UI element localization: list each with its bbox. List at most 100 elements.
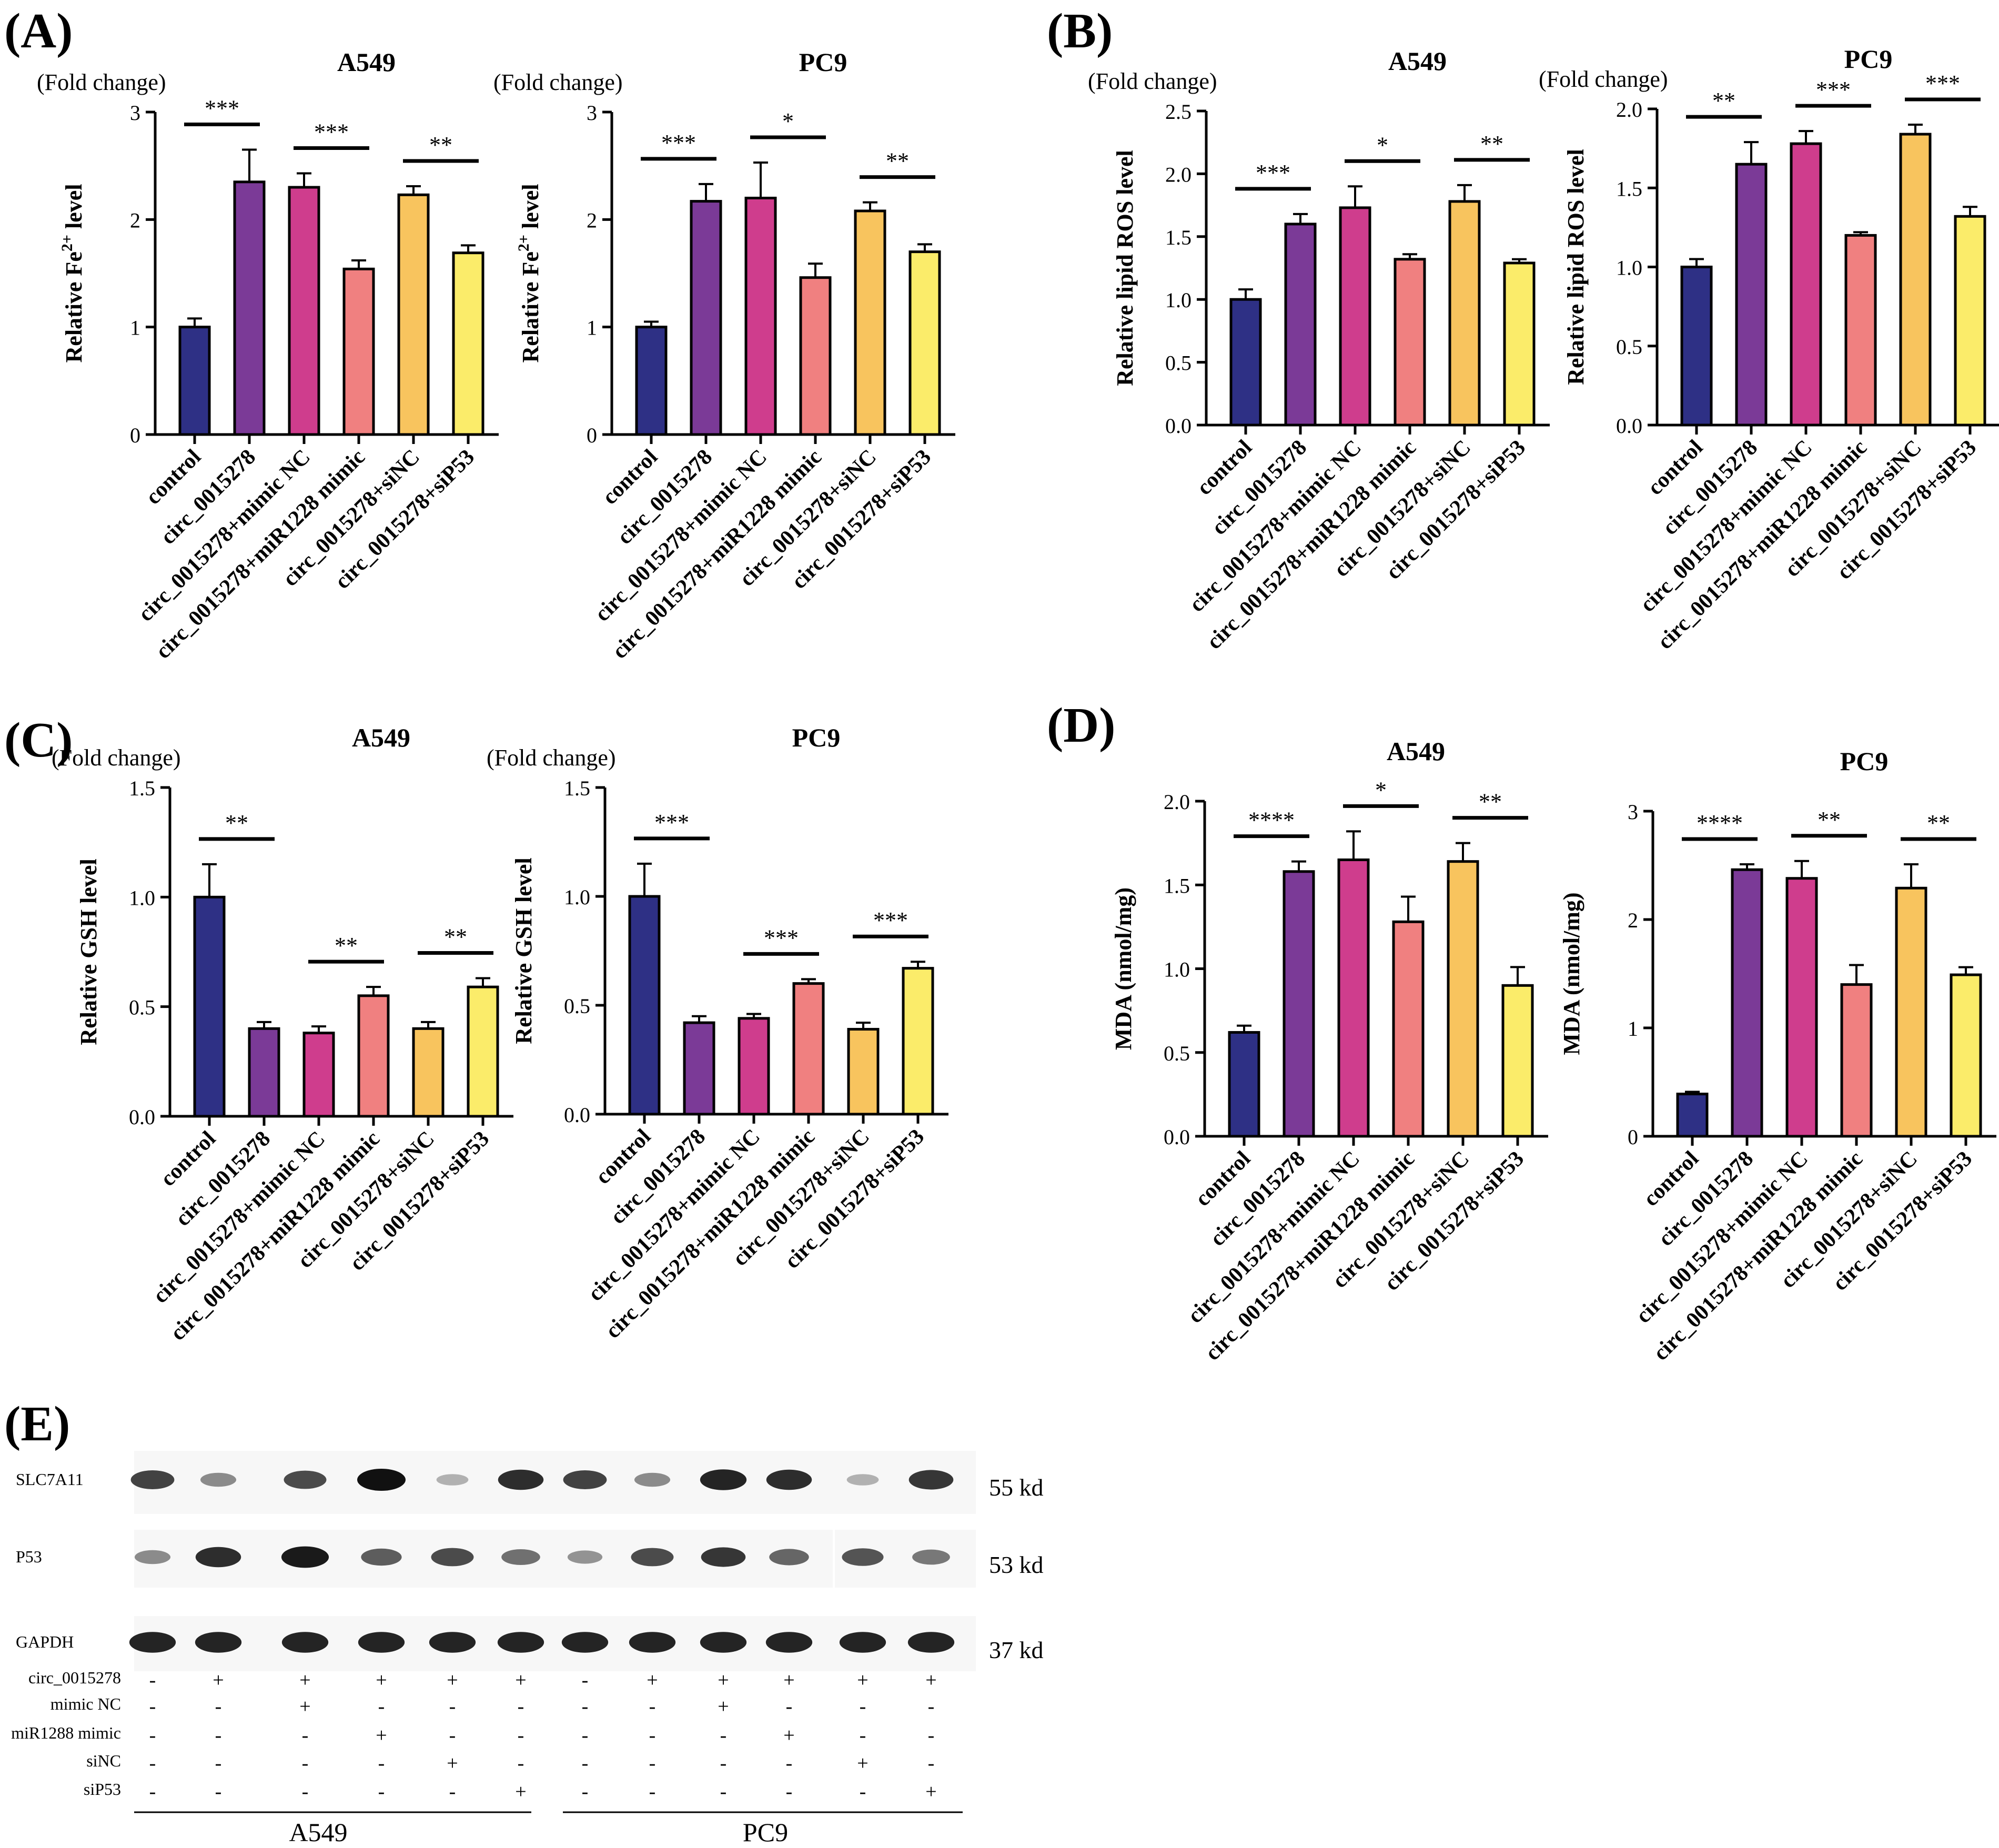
condition-sign: - xyxy=(149,1724,156,1746)
unit-label: (Fold change) xyxy=(493,69,623,95)
condition-sign: - xyxy=(582,1669,589,1691)
y-axis-label-main: Relative Fe xyxy=(61,251,87,362)
protein-band xyxy=(195,1547,241,1568)
y-axis-label-end: level xyxy=(518,184,543,235)
condition-sign: - xyxy=(582,1781,589,1803)
blot-strip xyxy=(134,1530,976,1588)
y-tick-label: 0.0 xyxy=(1616,414,1642,438)
bar xyxy=(288,186,320,436)
chart-title: PC9 xyxy=(1840,746,1889,776)
condition-sign: - xyxy=(149,1669,156,1691)
protein-band xyxy=(498,1469,544,1490)
condition-sign: + xyxy=(783,1669,794,1691)
condition-sign: - xyxy=(215,1781,222,1803)
protein-band xyxy=(358,1632,405,1653)
bar xyxy=(1844,234,1877,427)
condition-label: siP53 xyxy=(84,1780,121,1799)
y-tick-label: 2 xyxy=(587,208,597,232)
y-axis-label: Relative GSH level xyxy=(511,857,537,1044)
western-blot: SLC7A11 55 kd P53 53 kd GAPDH 37 kd circ_00152… xyxy=(11,1451,1044,1847)
y-tick-label: 0 xyxy=(587,423,597,447)
bar xyxy=(854,209,886,436)
bar xyxy=(412,1027,445,1118)
bar xyxy=(1337,858,1370,1138)
y-tick-label: 1.0 xyxy=(1165,288,1192,312)
condition-sign: + xyxy=(515,1669,526,1691)
significance-label: ** xyxy=(1818,807,1841,833)
bar xyxy=(1676,1093,1709,1138)
condition-sign: - xyxy=(786,1781,793,1803)
condition-sign: + xyxy=(857,1669,868,1691)
condition-sign: - xyxy=(302,1752,309,1774)
condition-sign: - xyxy=(302,1724,309,1746)
protein-band xyxy=(200,1472,237,1487)
bar xyxy=(1731,868,1763,1138)
bar xyxy=(1785,877,1818,1138)
bar xyxy=(902,967,934,1116)
protein-band xyxy=(567,1550,603,1564)
significance-label: *** xyxy=(314,119,349,145)
condition-sign: - xyxy=(928,1724,935,1746)
bar xyxy=(1283,870,1315,1138)
chart-title: PC9 xyxy=(799,47,847,77)
condition-sign: - xyxy=(449,1724,456,1746)
condition-sign: + xyxy=(925,1669,936,1691)
protein-band xyxy=(765,1632,813,1653)
condition-sign: + xyxy=(213,1669,224,1691)
bar xyxy=(1895,886,1927,1138)
blot-strip xyxy=(134,1451,976,1514)
y-axis-label: Relative lipid ROS level xyxy=(1112,150,1138,386)
bar xyxy=(792,982,825,1116)
condition-label: miR1288 mimic xyxy=(11,1723,121,1742)
significance-label: *** xyxy=(1925,70,1960,96)
condition-sign: - xyxy=(582,1752,589,1774)
significance-label: ** xyxy=(429,132,452,158)
protein-label: SLC7A11 xyxy=(16,1470,84,1489)
protein-band xyxy=(631,1548,674,1567)
chart-title: A549 xyxy=(1387,736,1445,766)
bar xyxy=(1735,163,1768,427)
significance-label: *** xyxy=(661,130,696,156)
y-tick-label: 0.0 xyxy=(1164,1125,1190,1149)
bar xyxy=(1899,133,1932,427)
chart-title: A549 xyxy=(1388,46,1447,76)
condition-sign: - xyxy=(786,1752,793,1774)
y-tick-label: 3 xyxy=(130,101,140,125)
bar xyxy=(1284,223,1317,427)
bar xyxy=(1501,984,1534,1138)
condition-sign: - xyxy=(720,1752,727,1774)
panel-letter-c: (C) xyxy=(4,713,73,768)
y-axis-label: Relative lipid ROS level xyxy=(1563,149,1589,385)
protein-band xyxy=(908,1470,954,1490)
protein-band xyxy=(361,1548,402,1566)
significance-label: ** xyxy=(1479,789,1502,815)
condition-sign: - xyxy=(215,1724,222,1746)
condition-sign: + xyxy=(299,1695,310,1718)
unit-label: (Fold change) xyxy=(1088,68,1217,94)
y-axis-label: Relative GSH level xyxy=(76,859,102,1045)
condition-sign: - xyxy=(649,1724,656,1746)
condition-sign: - xyxy=(582,1724,589,1746)
significance-label: ** xyxy=(1927,810,1950,836)
bar xyxy=(302,1032,335,1118)
condition-sign: - xyxy=(518,1752,524,1774)
y-axis-label-sup: 2+ xyxy=(515,235,532,251)
y-tick-label: 2 xyxy=(1628,908,1638,932)
condition-sign: - xyxy=(449,1781,456,1803)
protein-band xyxy=(769,1549,809,1566)
condition-sign: - xyxy=(149,1752,156,1774)
y-axis-label: MDA (nmol/mg) xyxy=(1110,887,1136,1050)
significance-label: * xyxy=(782,108,794,134)
protein-band xyxy=(284,1470,327,1489)
bar xyxy=(683,1021,715,1116)
panel-letter-d: (D) xyxy=(1047,698,1116,753)
y-axis-label: Relative Fe2+ level xyxy=(515,184,543,363)
protein-band xyxy=(130,1470,175,1489)
bar xyxy=(1790,142,1822,427)
bar xyxy=(1229,298,1262,427)
y-tick-label: 3 xyxy=(1628,800,1638,824)
y-tick-label: 2.0 xyxy=(1164,790,1190,814)
condition-sign: + xyxy=(376,1724,387,1746)
protein-band xyxy=(766,1469,812,1490)
